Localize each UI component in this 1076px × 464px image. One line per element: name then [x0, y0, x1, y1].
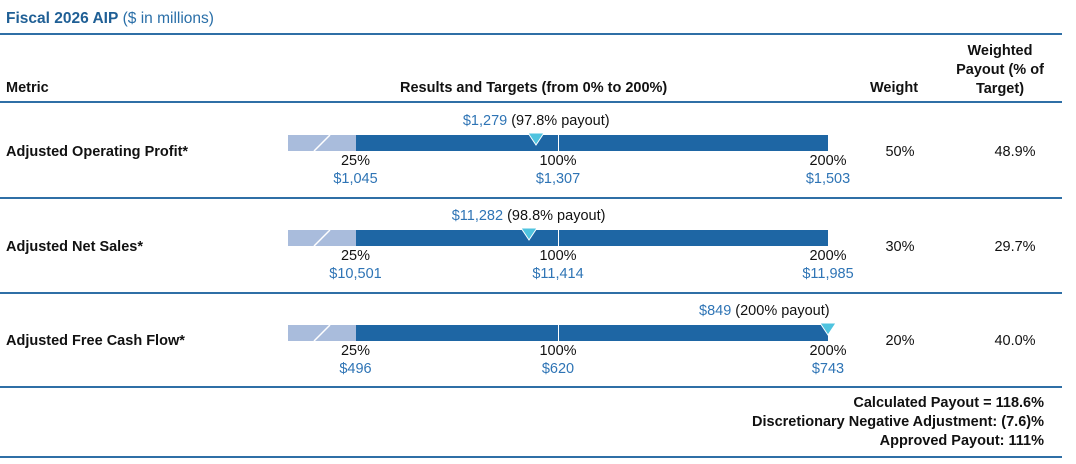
tick-percent: 25%: [340, 248, 371, 264]
bottom-rule: [0, 456, 1062, 458]
tick-label: 200% $743: [773, 342, 883, 378]
bar-target-range: [355, 230, 828, 246]
tick-label: 100% $1,307: [503, 152, 613, 188]
tick-amount: $11,985: [802, 266, 854, 282]
top-rule: [0, 33, 1062, 35]
tick-percent: 200%: [809, 343, 847, 359]
header-payout-line1: Weighted: [967, 43, 1033, 59]
marker-triangle: [520, 228, 537, 241]
result-amount: $1,279: [462, 113, 508, 129]
title-bold: Fiscal 2026 AIP: [6, 10, 119, 27]
tick-percent: 200%: [809, 248, 847, 264]
slash-line: [313, 230, 331, 246]
tick-amount: $743: [811, 361, 845, 377]
calculated-payout: Calculated Payout = 118.6%: [853, 395, 1044, 411]
tick-amount: $1,503: [805, 171, 851, 187]
tick-amount: $11,414: [532, 266, 584, 282]
result-callout: $11,282 (98.8% payout): [452, 208, 606, 224]
bar-target-divider: [558, 135, 559, 151]
approved-payout: Approved Payout: 111%: [879, 433, 1044, 449]
title-units: ($ in millions): [122, 10, 214, 27]
header-weighted-payout: Weighted Payout (% of Target): [945, 42, 1055, 99]
slash-line: [313, 135, 331, 151]
result-callout: $1,279 (97.8% payout): [463, 113, 610, 129]
row-divider-3: [0, 386, 1062, 388]
weighted-payout-value: 48.9%: [994, 144, 1036, 160]
header-payout-line2: Payout (% of: [956, 62, 1044, 78]
marker-triangle: [528, 133, 545, 146]
tick-label: 200% $1,503: [773, 152, 883, 188]
weighted-payout-value: 40.0%: [994, 333, 1036, 349]
tick-label: 25% $10,501: [301, 247, 411, 283]
table-title: Fiscal 2026 AIP ($ in millions): [6, 10, 214, 28]
tick-label: 200% $11,985: [773, 247, 883, 283]
slash-line: [313, 325, 331, 341]
tick-label: 25% $1,045: [301, 152, 411, 188]
header-rule: [0, 101, 1062, 103]
row-divider-2: [0, 292, 1062, 294]
weight-value: 50%: [885, 144, 915, 160]
tick-label: 25% $496: [301, 342, 411, 378]
tick-percent: 200%: [809, 153, 847, 169]
metric-label: Adjusted Net Sales*: [6, 239, 143, 255]
weighted-payout-value: 29.7%: [994, 239, 1036, 255]
bar-threshold-slash: [313, 135, 331, 151]
bar-target-range: [355, 325, 828, 341]
bar-target-range: [355, 135, 828, 151]
bar-target-divider: [558, 325, 559, 341]
tick-amount: $10,501: [329, 266, 382, 282]
header-metric: Metric: [6, 80, 49, 96]
row-divider-1: [0, 197, 1062, 199]
tick-percent: 100%: [539, 248, 577, 264]
weight-value: 30%: [885, 239, 915, 255]
metric-label: Adjusted Free Cash Flow*: [6, 333, 185, 349]
tick-label: 100% $620: [503, 342, 613, 378]
tick-amount: $496: [339, 361, 372, 377]
result-callout: $849 (200% payout): [699, 303, 830, 319]
tick-percent: 25%: [340, 343, 371, 359]
result-marker: [520, 228, 537, 241]
bar-target-divider: [558, 230, 559, 246]
tick-label: 100% $11,414: [503, 247, 613, 283]
discretionary-adjustment: Discretionary Negative Adjustment: (7.6)…: [752, 414, 1044, 430]
bar-threshold-slash: [313, 325, 331, 341]
result-payout-note: (200% payout): [731, 303, 830, 319]
tick-percent: 25%: [340, 153, 371, 169]
weight-value: 20%: [885, 333, 915, 349]
marker-triangle: [820, 323, 836, 336]
result-payout-note: (98.8% payout): [503, 208, 606, 224]
tick-amount: $1,307: [535, 171, 581, 187]
tick-percent: 100%: [539, 343, 577, 359]
result-marker: [528, 133, 545, 146]
tick-amount: $620: [541, 361, 575, 377]
bar-threshold-slash: [313, 230, 331, 246]
header-results: Results and Targets (from 0% to 200%): [400, 80, 668, 96]
header-weight: Weight: [870, 80, 919, 96]
tick-percent: 100%: [539, 153, 577, 169]
result-amount: $849: [699, 303, 732, 319]
tick-amount: $1,045: [333, 171, 378, 187]
result-payout-note: (97.8% payout): [507, 113, 610, 129]
header-payout-line3: Target): [975, 81, 1025, 97]
result-amount: $11,282: [451, 208, 504, 224]
result-marker: [820, 323, 836, 336]
metric-label: Adjusted Operating Profit*: [6, 144, 189, 160]
